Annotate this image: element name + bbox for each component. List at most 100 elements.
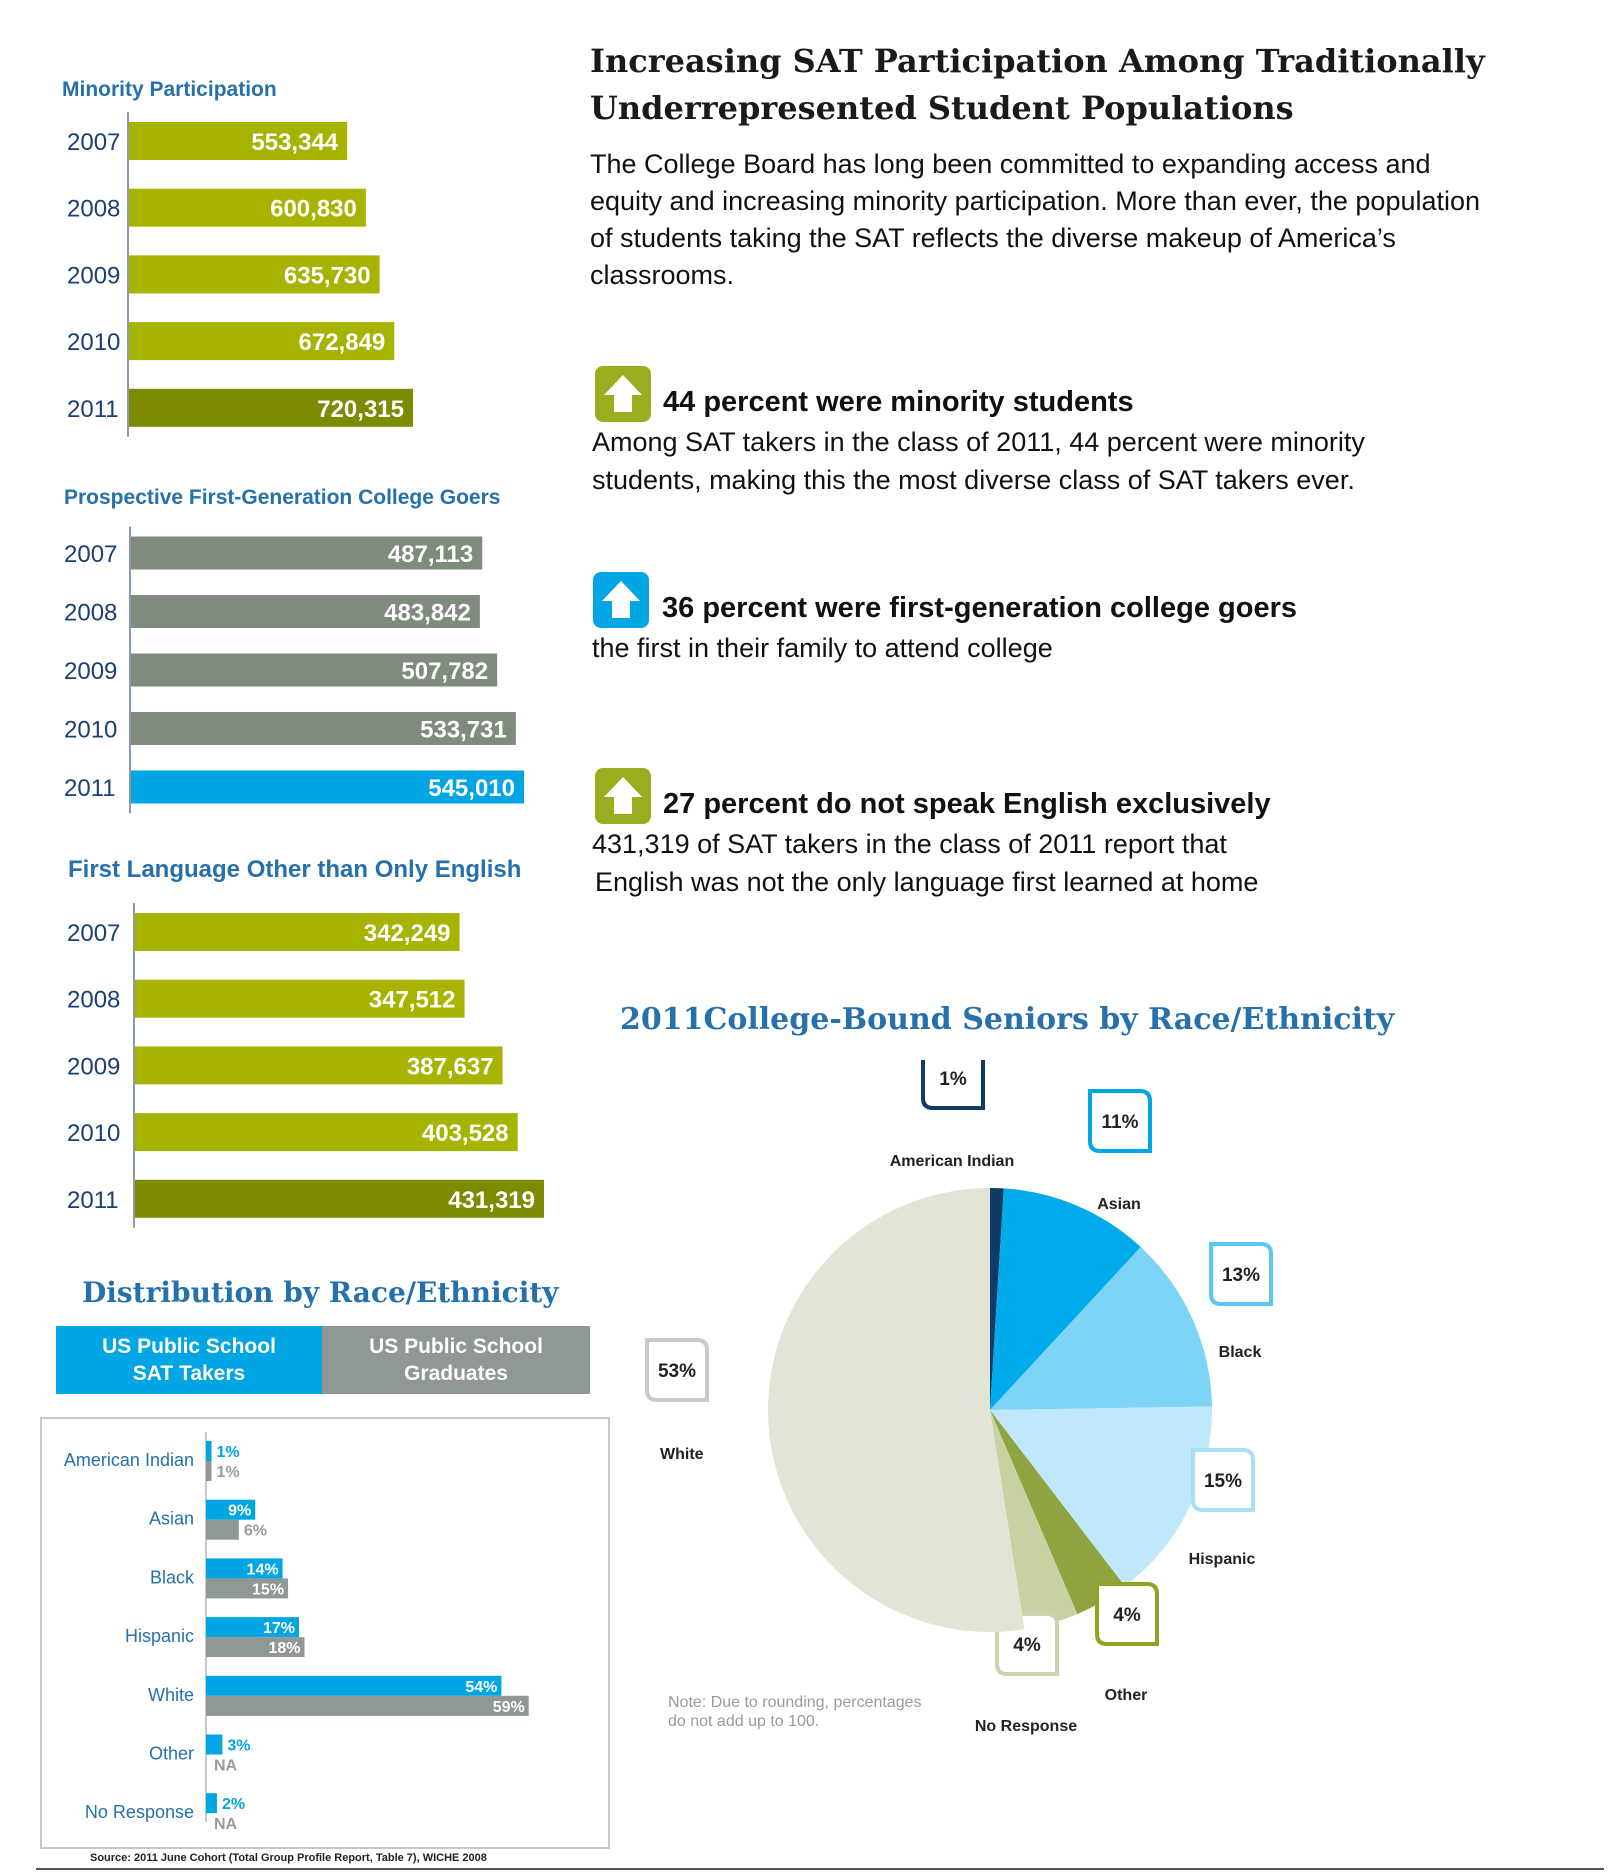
bar [135, 913, 460, 951]
bar-value-label: 487,113 [388, 541, 473, 568]
bar-value-label: 635,730 [284, 262, 371, 289]
bar-value-label: 347,512 [369, 987, 456, 1014]
sat-takers-bar [206, 1499, 256, 1520]
pie-slice [990, 1410, 1078, 1630]
bar [131, 595, 480, 628]
sat-takers-bar [206, 1675, 502, 1696]
category-label: Other [149, 1744, 194, 1764]
sat-takers-bar [206, 1793, 217, 1814]
year-label: 2010 [67, 329, 120, 356]
pie-category-label: Asian [1097, 1196, 1141, 1213]
stat-body-line-1: Among SAT takers in the class of 2011, 4… [592, 427, 1365, 457]
sat-takers-bar [206, 1441, 212, 1461]
bar [129, 255, 380, 294]
year-label: 2010 [64, 717, 117, 744]
year-label: 2009 [67, 262, 120, 289]
bar [135, 1113, 518, 1152]
graduates-value: NA [214, 1816, 238, 1833]
pie-value-label: 4% [1013, 1635, 1041, 1656]
year-label: 2008 [64, 600, 117, 627]
legend-sat-line-2: SAT Takers [132, 1362, 246, 1385]
year-label: 2008 [67, 196, 120, 223]
graduates-bar [206, 1695, 529, 1716]
bar-value-label: 507,782 [401, 658, 488, 685]
pie-value-badge [1191, 1448, 1255, 1512]
pie-value-badge [1088, 1089, 1152, 1153]
distribution-title: Distribution by Race/Ethnicity [82, 1276, 559, 1309]
pie-slice [990, 1247, 1212, 1410]
year-label: 2007 [64, 541, 117, 568]
title-line-2: Underrepresented Student Populations [590, 89, 1294, 127]
chart-title: Prospective First-Generation College Goe… [64, 486, 500, 509]
legend-sat-takers: US Public School SAT Takers [56, 1326, 322, 1394]
bar [135, 979, 465, 1018]
bar [129, 122, 348, 160]
bar-value-label: 403,528 [422, 1120, 509, 1147]
sat-takers-value: 54% [465, 1679, 497, 1696]
bar [135, 1046, 503, 1085]
category-label: Black [150, 1567, 195, 1587]
year-label: 2010 [67, 1120, 120, 1147]
graduates-bar [206, 1461, 212, 1481]
pie-category-label: No Response [975, 1718, 1077, 1735]
year-label: 2011 [64, 775, 116, 802]
pie-category-label: Other [1105, 1687, 1148, 1704]
bar [131, 653, 498, 687]
sat-takers-value: 14% [247, 1561, 279, 1578]
chart-title: Minority Participation [62, 78, 277, 101]
up-arrow-icon [595, 768, 651, 824]
pie-value-label: 53% [658, 1361, 696, 1382]
sat-takers-value: 9% [228, 1503, 251, 1520]
bar-value-label: 553,344 [251, 129, 338, 156]
graduates-value: 59% [493, 1699, 525, 1716]
year-label: 2011 [67, 1187, 119, 1214]
pie-value-label: 13% [1222, 1265, 1260, 1286]
pie-value-badge [645, 1338, 709, 1402]
sat-takers-value: 1% [216, 1444, 239, 1461]
graduates-value: NA [214, 1758, 238, 1775]
pie-category-label: American Indian [890, 1153, 1014, 1170]
year-label: 2008 [67, 987, 120, 1014]
bar [129, 322, 395, 361]
pie-value-label: 1% [939, 1069, 967, 1090]
bar [131, 536, 483, 570]
pie-note: Note: Due to rounding, percentages do no… [668, 1693, 922, 1731]
pie-slice [990, 1406, 1212, 1587]
yearly-chart-1: Prospective First-Generation College Goe… [64, 486, 524, 814]
stat-body-line-1: the first in their family to attend coll… [592, 633, 1053, 663]
bar [131, 770, 524, 804]
category-label: Hispanic [125, 1626, 194, 1646]
pie-value-badge [1209, 1242, 1273, 1306]
graduates-bar [206, 1578, 289, 1599]
year-label: 2011 [67, 396, 119, 423]
sat-takers-bar [206, 1617, 299, 1638]
bar-value-label: 720,315 [317, 396, 404, 423]
graduates-bar [206, 1519, 239, 1540]
pie-slice [990, 1188, 1004, 1410]
pie-value-label: 4% [1113, 1605, 1141, 1626]
sat-takers-bar [206, 1558, 283, 1579]
bar-value-label: 342,249 [364, 920, 451, 947]
up-arrow-icon [595, 366, 651, 422]
year-label: 2009 [67, 1053, 120, 1080]
stat-title: 36 percent were first-generation college… [662, 592, 1297, 624]
bar [135, 1179, 544, 1218]
category-label: Asian [149, 1509, 194, 1529]
stat-title: 27 percent do not speak English exclusiv… [663, 788, 1271, 820]
race-pie-chart: 1% American Indian 11% Asian 13% Black 15% Hisp… [645, 1060, 1273, 1735]
pie-value-badge [921, 1060, 985, 1110]
graduates-value: 15% [252, 1581, 284, 1598]
legend-grad-line-2: Graduates [404, 1362, 508, 1385]
stat-body-line-2: students, making this the most diverse c… [592, 465, 1355, 495]
graduates-value: 1% [216, 1464, 239, 1481]
year-label: 2009 [64, 658, 117, 685]
pie-value-label: 15% [1204, 1471, 1242, 1492]
year-label: 2007 [67, 129, 120, 156]
bar [129, 188, 366, 227]
sat-takers-value: 17% [263, 1620, 295, 1637]
sat-takers-bar [206, 1734, 223, 1755]
legend-graduates: US Public School Graduates [322, 1326, 590, 1394]
pie-slice [990, 1188, 1141, 1410]
stat-body-line-1: 431,319 of SAT takers in the class of 20… [592, 829, 1227, 859]
pie-note-line-2: do not add up to 100. [668, 1713, 820, 1730]
